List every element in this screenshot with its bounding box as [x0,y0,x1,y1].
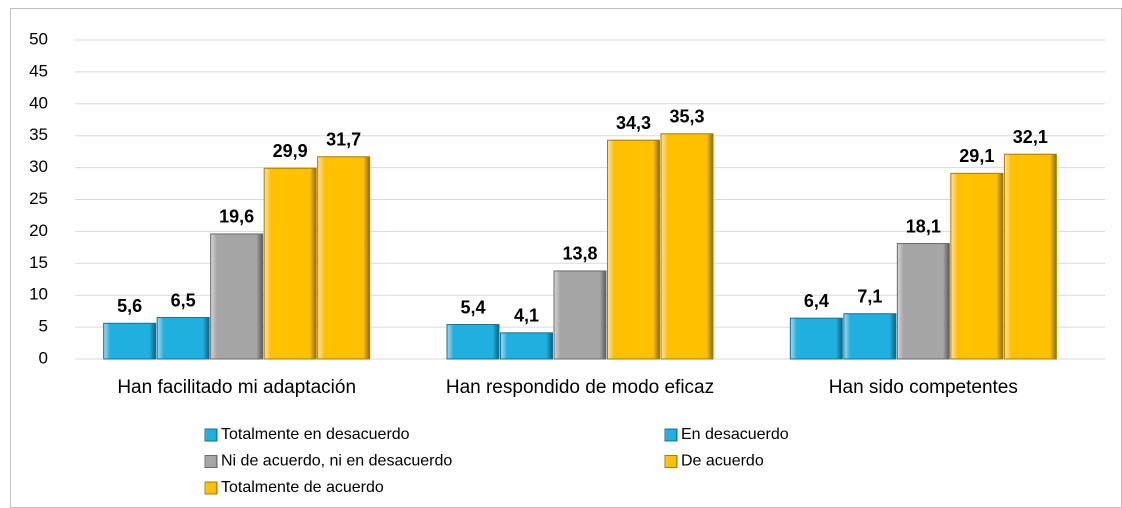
y-tick-label: 5 [39,317,48,336]
bar [607,139,660,360]
data-label: 18,1 [906,216,941,236]
legend-label: Ni de acuerdo, ni en desacuerdo [221,453,452,470]
bar [156,317,210,360]
bar [103,322,157,360]
data-label: 5,6 [117,296,142,316]
data-label: 7,1 [857,286,882,306]
y-tick-label: 50 [29,29,48,48]
y-tick-label: 45 [29,61,48,80]
bar [950,172,1004,360]
x-tick-label: Han respondido de modo eficaz [446,377,714,398]
bar [446,324,500,360]
y-tick-label: 20 [29,221,48,240]
legend-label: Totalmente de acuerdo [221,479,384,496]
x-tick-label: Han sido competentes [829,377,1018,398]
bar [660,133,714,360]
data-label: 31,7 [326,130,361,150]
legend-swatch [204,428,218,442]
legend-swatch [664,428,678,442]
y-tick-label: 15 [29,253,48,272]
y-tick-label: 35 [29,125,48,144]
legend-label: De acuerdo [681,453,764,470]
y-tick-label: 25 [29,189,48,208]
legend-swatch [204,481,218,495]
y-tick-label: 30 [29,157,48,176]
data-label: 19,6 [219,207,254,227]
bar [1003,153,1057,360]
data-label: 13,8 [562,244,597,264]
data-label: 29,1 [959,146,994,166]
data-label: 5,4 [460,297,485,317]
legend-swatch [664,455,678,468]
legend-swatch [204,455,218,468]
bar [263,167,317,360]
data-label: 35,3 [669,107,704,127]
data-label: 6,4 [804,291,829,311]
data-label: 6,5 [171,290,196,310]
legend-label: En desacuerdo [681,426,789,443]
bar [500,332,553,360]
bar [843,313,897,360]
bar [553,270,607,360]
bar [896,243,950,360]
bar [210,233,264,360]
data-label: 4,1 [514,306,539,326]
data-label: 32,1 [1013,127,1048,147]
y-tick-label: 0 [39,348,48,367]
legend-label: Totalmente en desacuerdo [221,426,410,443]
bar [317,156,371,360]
bar [789,317,843,360]
x-tick-label: Han facilitado mi adaptación [117,377,356,398]
y-tick-label: 40 [29,93,48,112]
data-label: 34,3 [616,113,651,133]
data-label: 29,9 [273,141,308,161]
y-tick-label: 10 [29,285,48,304]
